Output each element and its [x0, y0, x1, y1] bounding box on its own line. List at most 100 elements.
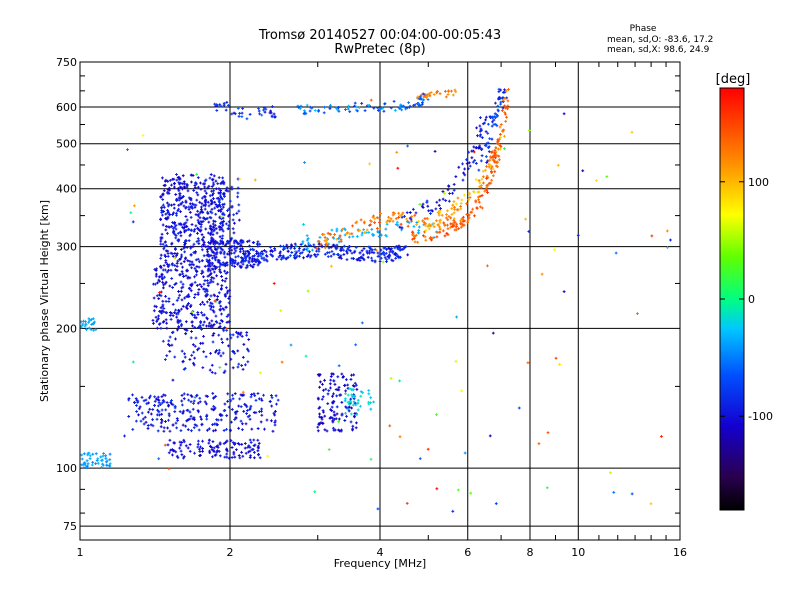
data-point — [172, 449, 176, 453]
data-point — [446, 223, 449, 227]
data-point — [398, 225, 402, 229]
data-point — [527, 128, 531, 132]
colorbar-unit: [deg] — [716, 72, 751, 87]
data-point — [185, 246, 189, 249]
data-point — [215, 298, 219, 301]
data-point — [213, 245, 217, 249]
data-point — [199, 415, 202, 419]
data-point — [196, 439, 200, 443]
data-point — [378, 221, 381, 224]
data-point — [152, 296, 156, 300]
data-point — [394, 257, 398, 260]
data-point — [320, 397, 324, 401]
data-point — [323, 428, 327, 432]
data-point — [669, 238, 672, 242]
data-point — [353, 101, 357, 105]
data-point — [214, 247, 217, 251]
x-tick-label: 10 — [571, 546, 585, 559]
data-point — [219, 250, 223, 254]
data-point — [218, 268, 222, 271]
data-point — [157, 314, 160, 318]
data-point — [412, 237, 416, 240]
data-point — [340, 229, 344, 233]
data-point — [145, 402, 149, 406]
data-point — [184, 206, 188, 209]
data-point — [355, 220, 359, 224]
data-point — [222, 329, 226, 333]
data-point — [147, 401, 150, 405]
data-point — [248, 438, 252, 442]
data-point — [369, 223, 372, 227]
data-point — [206, 231, 210, 235]
data-point — [181, 272, 185, 276]
data-point — [413, 234, 416, 238]
data-point — [167, 263, 171, 267]
data-point — [179, 248, 183, 251]
data-point — [236, 186, 240, 190]
data-point — [445, 232, 449, 235]
data-point — [414, 233, 418, 237]
data-point — [187, 207, 191, 211]
data-point — [101, 454, 105, 458]
data-point — [335, 108, 339, 112]
data-point — [212, 189, 216, 193]
data-point — [198, 400, 202, 404]
data-point — [249, 441, 253, 444]
data-point — [240, 450, 243, 454]
data-point — [494, 156, 497, 160]
data-point — [225, 291, 229, 295]
data-point — [239, 419, 243, 423]
data-point — [143, 415, 147, 419]
data-point — [294, 244, 298, 248]
data-point — [343, 383, 347, 387]
data-point — [329, 264, 333, 268]
data-point — [228, 428, 232, 432]
data-point — [351, 235, 355, 239]
data-point — [473, 159, 477, 162]
data-point — [256, 263, 260, 267]
data-point — [217, 242, 221, 246]
data-point — [180, 393, 184, 397]
data-point — [239, 393, 243, 397]
data-point — [411, 233, 414, 237]
data-point — [225, 455, 229, 459]
data-point — [280, 360, 284, 364]
data-point — [233, 392, 237, 395]
data-point — [487, 150, 491, 154]
data-point — [503, 104, 506, 108]
data-point — [219, 205, 222, 209]
data-point — [431, 224, 435, 227]
data-point — [333, 245, 337, 249]
data-point — [485, 165, 488, 168]
data-point — [507, 88, 510, 91]
data-point — [323, 252, 327, 256]
data-point — [250, 427, 254, 431]
data-point — [176, 318, 180, 322]
data-point — [153, 399, 157, 403]
data-point — [237, 114, 241, 118]
data-point — [186, 276, 190, 280]
data-point — [331, 419, 335, 423]
data-point — [484, 144, 488, 148]
data-point — [423, 235, 427, 239]
data-point — [160, 408, 164, 412]
data-point — [164, 261, 168, 265]
data-point — [212, 254, 216, 258]
data-point — [459, 225, 463, 229]
data-point — [347, 245, 351, 249]
data-point — [319, 416, 323, 419]
data-point — [157, 413, 161, 417]
data-point — [389, 377, 393, 380]
data-point — [157, 410, 161, 414]
data-point — [229, 336, 233, 340]
data-point — [160, 311, 163, 315]
data-point — [183, 242, 187, 246]
data-point — [235, 246, 239, 250]
data-point — [101, 463, 105, 467]
data-point — [313, 245, 317, 249]
data-point — [502, 128, 506, 132]
data-point — [399, 103, 403, 107]
data-point — [387, 215, 390, 219]
data-point — [260, 413, 264, 417]
data-point — [323, 414, 327, 418]
